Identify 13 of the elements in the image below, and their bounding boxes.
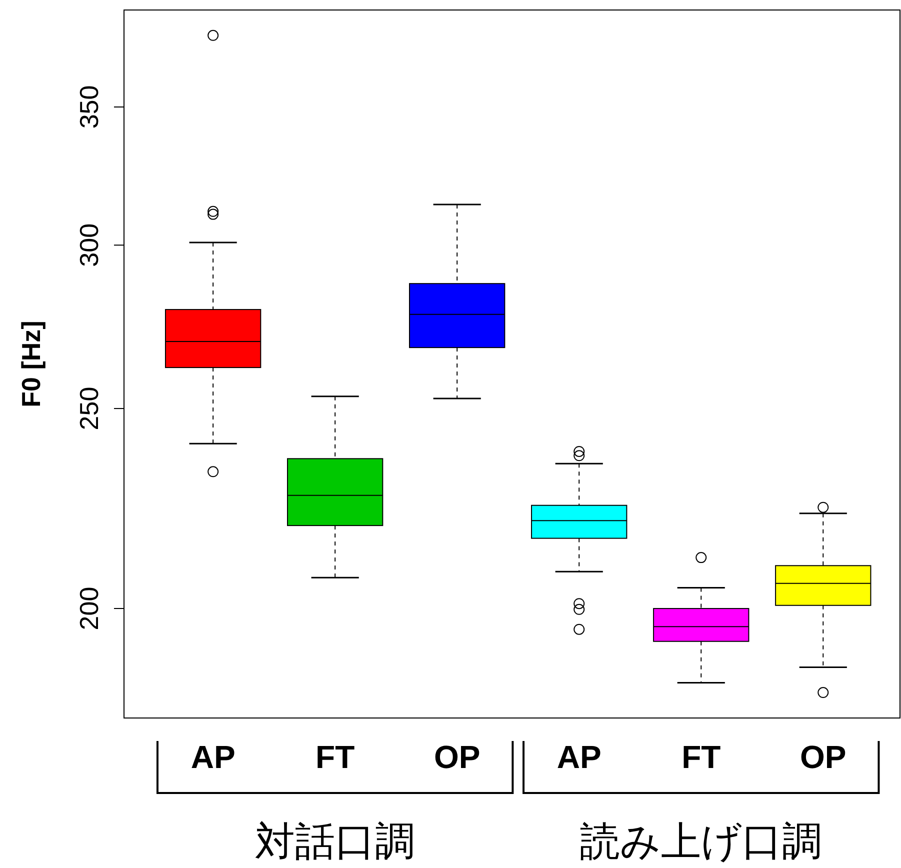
group-label: 読み上げ口調 xyxy=(580,820,822,864)
xtick-label: OP xyxy=(434,739,480,775)
ytick-label: 250 xyxy=(74,386,104,430)
xtick-label: OP xyxy=(800,739,846,775)
ylabel: F0 [Hz] xyxy=(16,320,46,408)
group-label: 対話口調 xyxy=(255,820,416,864)
ytick-label: 350 xyxy=(74,85,104,129)
ytick-label: 300 xyxy=(74,223,104,267)
xtick-label: FT xyxy=(682,739,721,775)
ytick-label: 200 xyxy=(74,586,104,630)
xtick-label: FT xyxy=(316,739,355,775)
xtick-label: AP xyxy=(190,739,236,775)
xtick-label: AP xyxy=(556,739,602,775)
